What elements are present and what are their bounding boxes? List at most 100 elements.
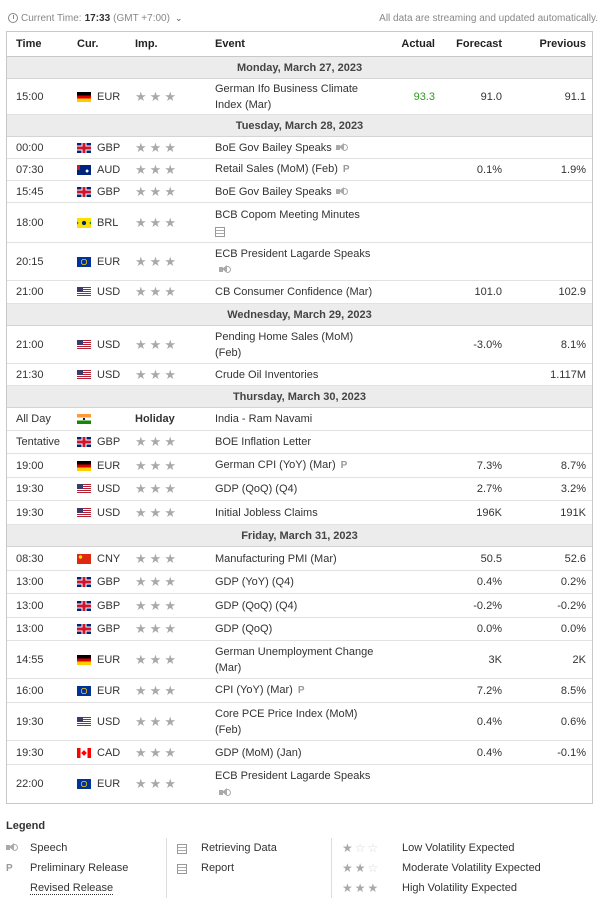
- chevron-down-icon[interactable]: ⌄: [174, 12, 183, 23]
- event-title[interactable]: Pending Home Sales (MoM) (Feb): [215, 330, 354, 359]
- event-name[interactable]: German Ifo Business Climate Index (Mar): [215, 78, 380, 116]
- event-title[interactable]: GDP (QoQ) (Q4): [215, 483, 298, 495]
- event-title[interactable]: Core PCE Price Index (MoM) (Feb): [215, 707, 358, 736]
- table-row[interactable]: All Day Holiday India - Ram Navami: [7, 408, 592, 431]
- legend: Legend Speech P Preliminary Release Revi…: [6, 820, 593, 898]
- event-name[interactable]: CPI (YoY) (Mar) P: [215, 679, 380, 701]
- event-name[interactable]: BOE Inflation Letter: [215, 431, 380, 453]
- event-forecast: 7.3%: [476, 459, 502, 472]
- col-header-event: Event: [215, 38, 245, 50]
- star-icon: ★: [149, 682, 162, 698]
- event-previous: 0.2%: [560, 576, 586, 588]
- event-importance: ★ ★ ★: [135, 215, 215, 231]
- event-importance: ★ ★ ★: [135, 254, 215, 270]
- event-name[interactable]: Pending Home Sales (MoM) (Feb): [215, 326, 380, 364]
- table-row[interactable]: Tentative GBP ★ ★ ★ BOE Inflation Letter: [7, 431, 592, 454]
- event-previous: 8.1%: [560, 338, 586, 351]
- event-name[interactable]: Crude Oil Inventories: [215, 364, 380, 386]
- event-name[interactable]: India - Ram Navami: [215, 408, 380, 430]
- event-name[interactable]: BoE Gov Bailey Speaks: [215, 137, 380, 159]
- star-icon: ★: [149, 744, 162, 760]
- table-row[interactable]: 15:45 GBP ★ ★ ★ BoE Gov Bailey Speaks: [7, 181, 592, 203]
- event-name[interactable]: ECB President Lagarde Speaks: [215, 765, 380, 803]
- table-row[interactable]: 19:30 USD ★ ★ ★ GDP (QoQ) (Q4) 2.7% 3.2%: [7, 478, 592, 501]
- event-name[interactable]: BCB Copom Meeting Minutes: [215, 204, 380, 242]
- table-row[interactable]: 22:00 EUR ★ ★ ★ ECB President Lagarde Speaks: [7, 765, 592, 803]
- event-title[interactable]: Manufacturing PMI (Mar): [215, 552, 337, 565]
- event-title[interactable]: BoE Gov Bailey Speaks: [215, 141, 332, 154]
- event-forecast: 0.4%: [476, 746, 502, 759]
- event-title[interactable]: German CPI (YoY) (Mar): [215, 459, 336, 472]
- table-row[interactable]: 08:30 CNY ★ ★ ★ Manufacturing PMI (Mar) 50.5 52…: [7, 547, 592, 571]
- event-currency: USD: [77, 483, 135, 495]
- event-time: 18:00: [16, 216, 44, 229]
- gb-flag-icon: [77, 577, 91, 587]
- event-name[interactable]: GDP (QoQ) (Q4): [215, 595, 380, 617]
- star-icon: ★: [135, 336, 147, 352]
- event-name[interactable]: GDP (QoQ): [215, 618, 380, 640]
- event-name[interactable]: GDP (MoM) (Jan): [215, 742, 380, 764]
- event-title[interactable]: Retail Sales (MoM) (Feb): [215, 163, 338, 176]
- table-row[interactable]: 19:30 USD ★ ★ ★ Initial Jobless Claims 196K 191…: [7, 501, 592, 525]
- event-name[interactable]: GDP (QoQ) (Q4): [215, 478, 380, 500]
- day-header: Tuesday, March 28, 2023: [7, 115, 592, 137]
- event-title[interactable]: CB Consumer Confidence (Mar): [215, 286, 373, 298]
- event-title[interactable]: German Ifo Business Climate Index (Mar): [215, 82, 359, 111]
- event-title[interactable]: ECB President Lagarde Speaks: [215, 247, 371, 260]
- event-title[interactable]: German Unemployment Change (Mar): [215, 645, 374, 674]
- table-row[interactable]: 18:00 BRL ★ ★ ★ BCB Copom Meeting Minutes: [7, 203, 592, 243]
- event-title[interactable]: ECB President Lagarde Speaks: [215, 770, 371, 782]
- event-name[interactable]: German Unemployment Change (Mar): [215, 641, 380, 679]
- table-row[interactable]: 19:00 EUR ★ ★ ★ German CPI (YoY) (Mar) P 7.3% 8.…: [7, 454, 592, 478]
- event-name[interactable]: GDP (YoY) (Q4): [215, 571, 380, 593]
- event-name[interactable]: Retail Sales (MoM) (Feb) P: [215, 158, 380, 180]
- table-row[interactable]: 21:30 USD ★ ★ ★ Crude Oil Inventories 1.117M: [7, 364, 592, 386]
- event-title[interactable]: CPI (YoY) (Mar): [215, 684, 293, 697]
- event-name[interactable]: CB Consumer Confidence (Mar): [215, 281, 380, 303]
- table-row[interactable]: 21:00 USD ★ ★ ★ CB Consumer Confidence (Mar) 1…: [7, 281, 592, 304]
- event-title[interactable]: GDP (MoM) (Jan): [215, 746, 302, 759]
- event-currency: EUR: [77, 685, 135, 697]
- event-title[interactable]: GDP (YoY) (Q4): [215, 576, 294, 588]
- star-icon: ★: [164, 434, 176, 449]
- table-row[interactable]: 14:55 EUR ★ ★ ★ German Unemployment Change (M…: [7, 641, 592, 679]
- event-name[interactable]: BoE Gov Bailey Speaks: [215, 181, 380, 203]
- star-icon: ★: [135, 574, 147, 589]
- table-row[interactable]: 19:30 USD ★ ★ ★ Core PCE Price Index (MoM) (F…: [7, 703, 592, 741]
- table-row[interactable]: 13:00 GBP ★ ★ ★ GDP (QoQ) 0.0% 0.0%: [7, 618, 592, 641]
- event-title[interactable]: GDP (QoQ): [215, 623, 273, 635]
- table-row[interactable]: 19:30 CAD ★ ★ ★ GDP (MoM) (Jan) 0.4% -0.1%: [7, 741, 592, 765]
- event-currency: GBP: [77, 186, 135, 198]
- event-name[interactable]: ECB President Lagarde Speaks: [215, 243, 380, 281]
- event-title[interactable]: GDP (QoQ) (Q4): [215, 599, 298, 612]
- currency-code: USD: [97, 338, 121, 351]
- table-row[interactable]: 21:00 USD ★ ★ ★ Pending Home Sales (MoM) (Feb…: [7, 326, 592, 364]
- event-name[interactable]: Core PCE Price Index (MoM) (Feb): [215, 703, 380, 741]
- star-icon: ★: [135, 434, 147, 449]
- star-icon: ★: [164, 366, 176, 382]
- table-row[interactable]: 13:00 GBP ★ ★ ★ GDP (YoY) (Q4) 0.4% 0.2%: [7, 571, 592, 594]
- gb-flag-icon: [77, 624, 91, 634]
- event-title[interactable]: Crude Oil Inventories: [215, 368, 319, 381]
- table-row[interactable]: 00:00 GBP ★ ★ ★ BoE Gov Bailey Speaks: [7, 137, 592, 159]
- legend-high-label: High Volatility Expected: [402, 882, 517, 894]
- current-time[interactable]: Current Time: 17:33 (GMT +7:00) ⌄: [8, 13, 182, 24]
- event-name[interactable]: Initial Jobless Claims: [215, 502, 380, 524]
- event-name[interactable]: German CPI (YoY) (Mar) P: [215, 454, 380, 476]
- event-time: 19:30: [16, 483, 44, 495]
- table-row[interactable]: 13:00 GBP ★ ★ ★ GDP (QoQ) (Q4) -0.2% -0.2%: [7, 594, 592, 618]
- event-time: 07:30: [16, 163, 44, 176]
- event-title[interactable]: BOE Inflation Letter: [215, 436, 311, 448]
- event-title[interactable]: BCB Copom Meeting Minutes: [215, 208, 360, 221]
- table-row[interactable]: 20:15 EUR ★ ★ ★ ECB President Lagarde Speaks: [7, 243, 592, 281]
- event-importance: ★ ★ ★: [135, 434, 215, 450]
- table-row[interactable]: 15:00 EUR ★ ★ ★ German Ifo Business Climate I…: [7, 79, 592, 115]
- event-title[interactable]: Initial Jobless Claims: [215, 506, 318, 519]
- event-title[interactable]: India - Ram Navami: [215, 413, 313, 425]
- event-forecast: -3.0%: [473, 338, 502, 351]
- event-title[interactable]: BoE Gov Bailey Speaks: [215, 185, 332, 198]
- table-row[interactable]: 16:00 EUR ★ ★ ★ CPI (YoY) (Mar) P 7.2% 8.5%: [7, 679, 592, 703]
- event-name[interactable]: Manufacturing PMI (Mar): [215, 548, 380, 570]
- event-currency: EUR: [77, 654, 135, 666]
- table-row[interactable]: 07:30 AUD ★ ★ ★ Retail Sales (MoM) (Feb) P 0.1%…: [7, 159, 592, 181]
